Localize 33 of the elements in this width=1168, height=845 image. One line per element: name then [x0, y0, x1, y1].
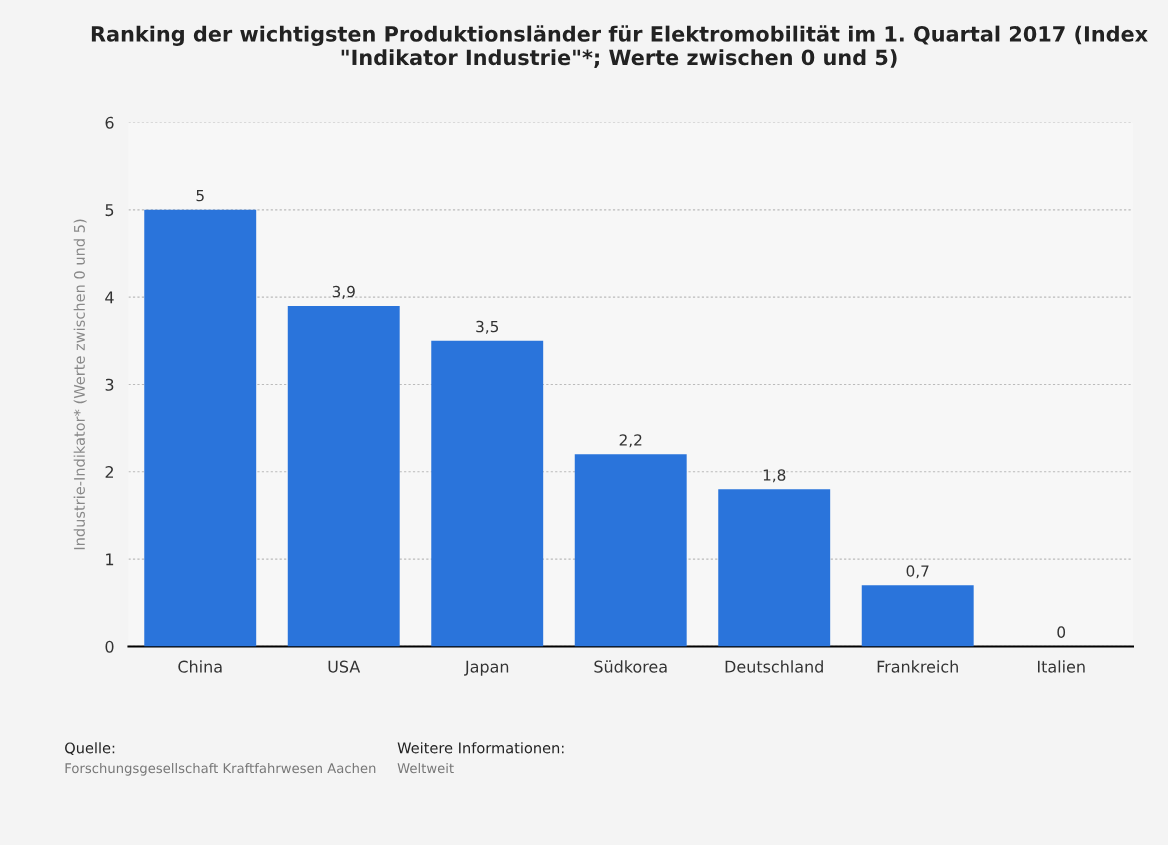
data-label: 5	[196, 189, 204, 202]
source-note: Quelle:	[65, 742, 115, 756]
y-tick-label: 2	[105, 466, 113, 478]
y-tick-label: 5	[105, 204, 114, 217]
x-tick-label: Japan	[464, 660, 509, 676]
y-axis-title: Industrie-Indikator* (Werte zwischen 0 und 5)	[73, 219, 87, 550]
bar	[144, 209, 257, 647]
bar	[287, 305, 400, 647]
data-label: 3,5	[476, 320, 499, 334]
y-tick-label: 3	[105, 378, 114, 391]
x-tick-label: Südkorea	[594, 660, 667, 673]
text: Weitere Informationen:	[397, 742, 564, 754]
data-label: 0	[1057, 626, 1066, 638]
data-label: 2,2	[619, 434, 642, 448]
x-tick-label: USA	[328, 660, 361, 673]
y-tick-label: 4	[105, 291, 114, 304]
y-tick-label: 0	[105, 640, 114, 653]
bar	[861, 585, 974, 647]
y-tick-label: 1	[106, 553, 114, 566]
text: Forschungsgesellschaft Kraftfahrwesen Aachen	[65, 762, 376, 776]
x-tick-label: China	[178, 660, 222, 673]
bar	[718, 489, 831, 647]
bar	[574, 454, 687, 647]
data-label: 3,9	[332, 285, 355, 299]
x-tick-label: Frankreich	[877, 660, 958, 673]
y-tick-label: 6	[105, 116, 114, 129]
chart-title: Ranking der wichtigsten Produktionsländer für Elektromobilität im 1. Quartal 2017 (Index "Indikator Industrie"*; Werte zwischen 0 und 5)	[91, 25, 1148, 68]
data-label: 0,7	[906, 565, 929, 579]
data-label: 1,8	[763, 469, 786, 483]
text: Weltweit	[397, 762, 454, 774]
x-tick-label: Italien	[1037, 660, 1085, 673]
bar	[431, 340, 544, 647]
x-tick-label: Deutschland	[725, 660, 823, 673]
